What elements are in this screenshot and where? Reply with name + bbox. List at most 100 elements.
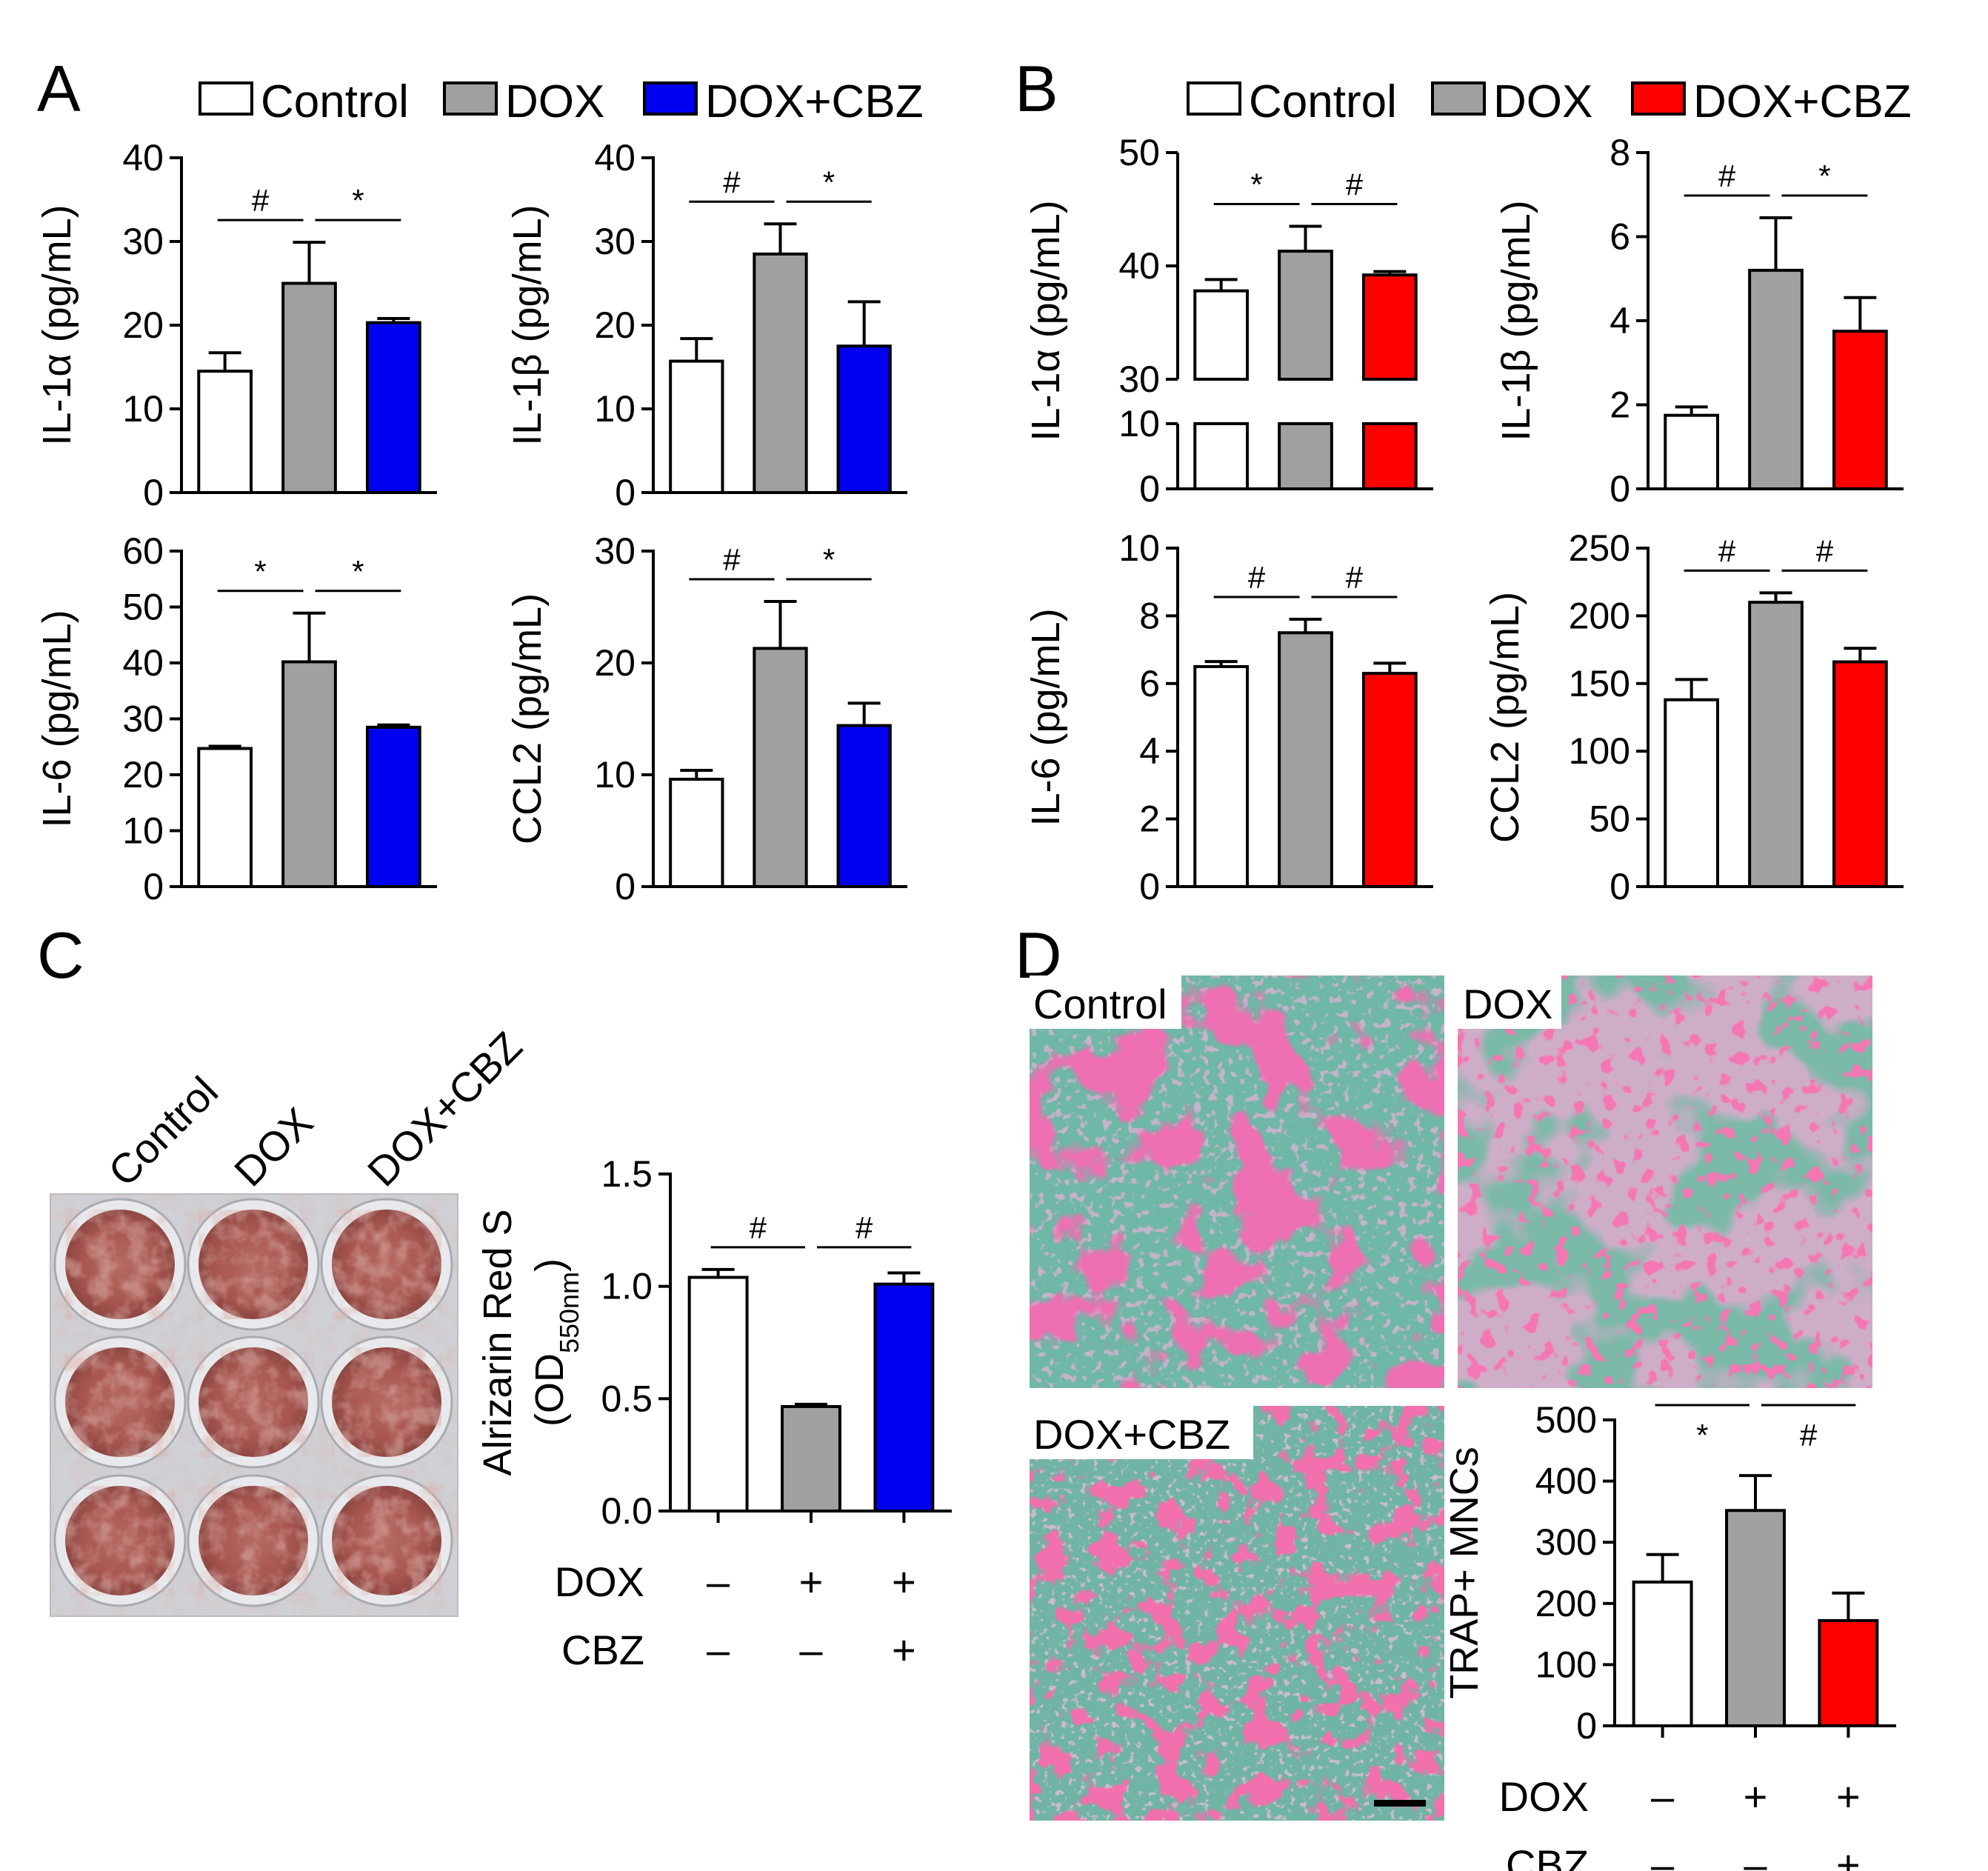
bar [753, 252, 808, 494]
y-tick-label: 50 [1118, 132, 1160, 173]
bar [281, 281, 337, 494]
y-tick-label: 40 [1118, 245, 1160, 287]
y-tick-label: 40 [594, 137, 636, 179]
y-tick-label: 100 [1535, 1644, 1597, 1685]
y-axis-label: IL-6 (pg/mL) [35, 610, 79, 827]
bar [687, 1275, 749, 1513]
y-tick-label: 10 [594, 754, 636, 796]
condition-label: CBZ [1506, 1841, 1589, 1871]
plate-label-control: Control [99, 1067, 227, 1195]
micrograph-control: Control [1030, 975, 1444, 1388]
y-tick-label: 50 [1589, 798, 1630, 840]
y-tick-label: 10 [122, 388, 164, 430]
plate-photo [50, 1193, 458, 1617]
y-tick-label: 30 [594, 221, 636, 262]
legend-a-swatch-dox [443, 81, 498, 116]
legend-a-label-dox: DOX [505, 76, 604, 127]
bar [197, 747, 253, 889]
y-tick-label: 1.0 [601, 1266, 653, 1307]
legend-a: Control DOX DOX+CBZ [199, 76, 924, 127]
y-tick-label: 30 [594, 530, 636, 572]
y-tick-label: 20 [122, 754, 164, 796]
plate-well-texture [199, 1486, 308, 1595]
bar [669, 359, 724, 494]
y-axis-label: IL-1α (pg/mL) [35, 204, 79, 445]
y-axis-label: TRAP+ MNCs [1442, 1447, 1487, 1699]
significance-mark: * [823, 164, 835, 199]
legend-b-label-dox: DOX [1493, 76, 1592, 127]
y-tick-label: 30 [1118, 358, 1160, 400]
y-tick-label: 6 [1610, 216, 1630, 258]
bar [1818, 1618, 1879, 1727]
bar [836, 344, 892, 494]
y-tick-label: 4 [1139, 730, 1160, 772]
y-tick-label: 40 [122, 137, 164, 179]
significance-mark: * [823, 542, 835, 577]
y-tick-label: 0 [143, 866, 164, 907]
significance-mark: # [1346, 560, 1364, 595]
chart-a-il1a: 0 10 20 30 40 # * IL-1α (pg/mL) [35, 137, 437, 513]
micrograph-doxcbz: DOX+CBZ [1030, 1406, 1444, 1821]
legend-a-swatch-control [199, 81, 253, 116]
condition-mark: – [1651, 1773, 1675, 1820]
legend-b-label-doxcbz: DOX+CBZ [1693, 76, 1912, 127]
y-tick-label: 40 [122, 642, 164, 684]
y-axis-label: IL-1α (pg/mL) [1024, 200, 1068, 441]
bar [365, 321, 421, 494]
y-tick-label: 400 [1535, 1461, 1597, 1502]
y-tick-label: 0 [1610, 866, 1630, 907]
legend-b-swatch-control [1187, 81, 1241, 116]
significance-mark: # [723, 542, 741, 577]
scale-bar-icon [1374, 1800, 1426, 1807]
chart-a-il6: 0 10 20 30 40 50 60 * * IL-6 (pg/mL) [35, 530, 437, 907]
y-tick-label: 0.0 [601, 1490, 653, 1532]
y-tick-label: 60 [122, 530, 164, 572]
condition-label: DOX [1499, 1773, 1589, 1820]
y-tick-label: 50 [122, 587, 164, 628]
y-tick-label: 6 [1139, 663, 1160, 704]
plate-well-texture [65, 1486, 175, 1595]
plate-label-doxcbz: DOX+CBZ [358, 1023, 531, 1195]
legend-a-swatch-doxcbz [643, 81, 698, 116]
y-tick-label: 500 [1535, 1399, 1597, 1441]
y-tick-label: 0.5 [601, 1378, 653, 1419]
bar [873, 1282, 935, 1513]
significance-mark: * [1818, 159, 1830, 193]
panel-letter-c: C [37, 918, 84, 992]
plate-well-texture [332, 1347, 441, 1457]
legend-b-swatch-dox [1431, 81, 1486, 116]
chart-a-ccl2: 0 10 20 30 # * CCL2 (pg/mL) [505, 530, 907, 907]
significance-mark: # [1346, 167, 1364, 201]
condition-mark: – [1744, 1841, 1767, 1871]
y-tick-label: 2 [1139, 798, 1160, 840]
significance-mark: # [1248, 560, 1266, 595]
condition-mark: – [1651, 1841, 1675, 1871]
bar [197, 370, 253, 494]
bar-upper [1278, 250, 1333, 381]
bar [1748, 601, 1804, 888]
legend-b-swatch-doxcbz [1631, 81, 1686, 116]
y-tick-label: 0 [1610, 468, 1630, 510]
bar [1632, 1580, 1693, 1727]
legend-a-label-doxcbz: DOX+CBZ [705, 76, 924, 127]
chart-b-ccl2: 0 50 100 150 200 250 # # CCL2 (pg/mL) [1483, 527, 1904, 907]
bar [365, 725, 421, 889]
y-tick-label: 10 [594, 388, 636, 430]
bar [1832, 330, 1888, 490]
y-tick-label: 100 [1569, 730, 1630, 772]
y-tick-label: 200 [1535, 1583, 1597, 1624]
bar-upper [1361, 273, 1418, 381]
chart-b-il1b: 0 2 4 6 8 # * IL-1β (pg/mL) [1494, 132, 1904, 510]
y-tick-label: 10 [1118, 527, 1160, 569]
significance-mark: # [750, 1210, 767, 1245]
plate-well-texture [332, 1210, 441, 1319]
condition-mark: + [1836, 1773, 1861, 1820]
plate-well-texture [199, 1210, 308, 1319]
y-tick-label: 30 [122, 698, 164, 740]
y-tick-label: 10 [122, 810, 164, 852]
plate-well-texture [332, 1486, 441, 1595]
y-tick-label: 150 [1569, 663, 1630, 704]
bar [1361, 672, 1418, 889]
bar [1664, 698, 1720, 889]
